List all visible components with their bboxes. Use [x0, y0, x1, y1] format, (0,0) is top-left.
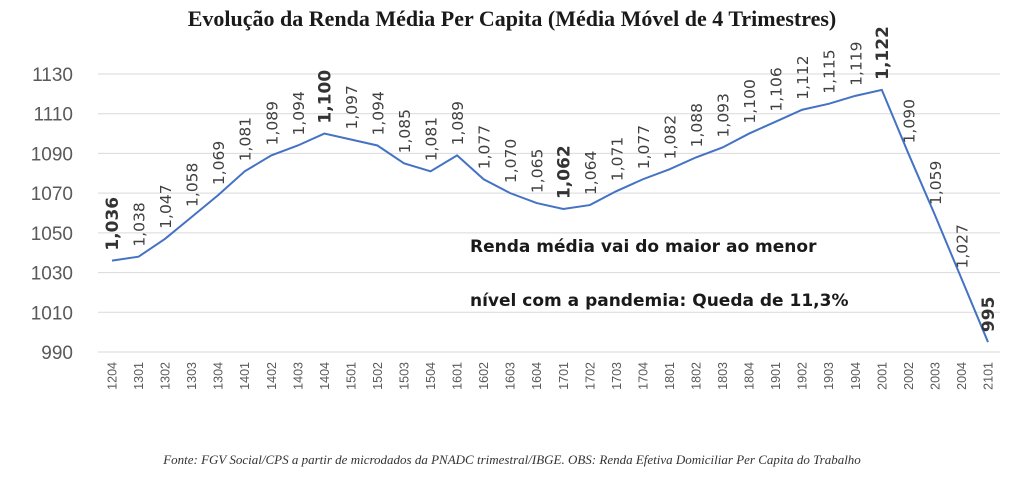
data-label: 1,059 [927, 161, 945, 205]
data-label: 1,106 [768, 67, 786, 111]
x-tick-label: 2003 [928, 362, 942, 390]
data-label: 1,115 [821, 49, 839, 93]
data-label: 1,081 [423, 117, 441, 161]
x-tick-label: 1404 [318, 362, 332, 390]
data-label: 1,122 [873, 26, 893, 80]
data-label: 1,100 [315, 70, 335, 124]
data-label: 995 [979, 297, 999, 333]
data-label: 1,090 [900, 99, 918, 143]
data-label: 1,027 [953, 224, 971, 268]
x-tick-label: 1701 [557, 362, 571, 390]
x-tick-label: 1801 [663, 362, 677, 390]
x-tick-label: 1503 [398, 362, 412, 390]
data-label: 1,100 [741, 79, 759, 123]
data-label: 1,081 [237, 117, 255, 161]
y-tick-label: 1050 [31, 224, 73, 245]
source-note: Fonte: FGV Social/CPS a partir de microd… [163, 452, 861, 467]
x-tick-label: 1403 [291, 362, 305, 390]
x-tick-label: 1903 [822, 362, 836, 390]
x-tick-label: 2001 [875, 362, 889, 390]
data-label: 1,064 [582, 151, 600, 195]
data-label: 1,119 [847, 41, 865, 85]
y-tick-label: 1130 [32, 65, 73, 86]
x-tick-label: 1402 [265, 362, 279, 390]
x-tick-label: 1604 [530, 362, 544, 390]
x-tick-label: 1803 [716, 362, 730, 390]
data-label: 1,058 [184, 163, 202, 207]
x-tick-label: 1504 [424, 362, 438, 390]
chart-plot: 990 1010 1030 1050 1070 1090 1110 1130 1204 1301… [31, 26, 1000, 390]
x-tick-label: 1502 [371, 362, 385, 390]
x-tick-label: 1904 [849, 362, 863, 390]
y-tick-label: 1090 [31, 144, 73, 165]
data-label: 1,070 [502, 139, 520, 183]
x-tick-label: 2004 [955, 362, 969, 390]
data-labels: 1,036 1,038 1,047 1,058 1,069 1,081 1,089 1,094… [103, 26, 999, 332]
data-label: 1,085 [396, 109, 414, 153]
series-line [111, 88, 989, 343]
x-tick-label: 1304 [212, 362, 226, 390]
x-tick-label: 1902 [796, 362, 810, 390]
chart-title: Evolução da Renda Média Per Capita (Médi… [187, 6, 837, 31]
data-label: 1,077 [476, 125, 494, 169]
x-tick-label: 1301 [132, 362, 146, 390]
x-tick-label: 1204 [106, 362, 120, 390]
data-label: 1,071 [608, 137, 626, 181]
data-label: 1,094 [369, 91, 387, 135]
y-tick-label: 1070 [31, 184, 73, 205]
y-tick-label: 1010 [31, 303, 73, 324]
x-tick-label: 1802 [690, 362, 704, 390]
data-label: 1,069 [210, 141, 228, 185]
data-label: 1,094 [290, 91, 308, 135]
data-label: 1,088 [688, 103, 706, 147]
annotation-line-1: Renda média vai do maior ao menor [470, 237, 817, 257]
x-tick-label: 1804 [743, 362, 757, 390]
data-label: 1,062 [554, 145, 574, 199]
x-axis-ticks: 1204 1301 1302 1303 1304 1401 1402 1403 1404 1501… [106, 362, 996, 390]
y-tick-label: 1110 [34, 105, 73, 126]
x-tick-label: 1501 [344, 362, 358, 390]
annotation-line-2: nível com a pandemia: Queda de 11,3% [470, 291, 848, 311]
x-tick-label: 1702 [583, 362, 597, 390]
data-label: 1,047 [157, 184, 175, 228]
x-tick-label: 1302 [159, 362, 173, 390]
data-label: 1,065 [529, 149, 547, 193]
x-tick-label: 1601 [451, 362, 465, 390]
x-tick-label: 1704 [636, 362, 650, 390]
data-label: 1,077 [635, 125, 653, 169]
y-tick-label: 1030 [31, 264, 73, 285]
x-tick-label: 1303 [185, 362, 199, 390]
data-label: 1,093 [715, 93, 733, 137]
data-label: 1,112 [794, 55, 812, 99]
data-label: 1,097 [343, 85, 361, 129]
gridlines [98, 73, 1000, 353]
y-tick-label: 990 [41, 343, 73, 364]
x-tick-label: 1603 [504, 362, 518, 390]
x-tick-label: 1901 [769, 362, 783, 390]
data-label: 1,038 [131, 202, 149, 246]
x-tick-label: 1401 [238, 362, 252, 390]
data-label: 1,082 [661, 115, 679, 159]
x-tick-label: 2101 [982, 362, 996, 390]
x-tick-label: 1602 [477, 362, 491, 390]
x-tick-label: 1703 [610, 362, 624, 390]
data-label: 1,089 [449, 101, 467, 145]
data-label: 1,036 [103, 197, 123, 251]
x-tick-label: 2002 [902, 362, 916, 390]
y-axis-ticks: 990 1010 1030 1050 1070 1090 1110 1130 [31, 65, 73, 364]
data-label: 1,089 [263, 101, 281, 145]
